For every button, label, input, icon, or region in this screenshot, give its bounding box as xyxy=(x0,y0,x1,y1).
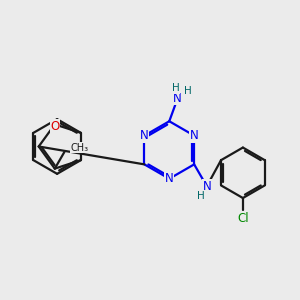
Text: N: N xyxy=(202,180,211,193)
Text: H: H xyxy=(172,83,180,93)
Text: CH₃: CH₃ xyxy=(71,143,89,153)
Text: N: N xyxy=(140,129,149,142)
Text: N: N xyxy=(165,172,174,185)
Text: H: H xyxy=(184,86,191,96)
Text: N: N xyxy=(190,129,199,142)
Text: Cl: Cl xyxy=(237,212,249,224)
Text: H: H xyxy=(196,191,204,201)
Text: N: N xyxy=(173,92,182,105)
Text: O: O xyxy=(50,120,59,133)
